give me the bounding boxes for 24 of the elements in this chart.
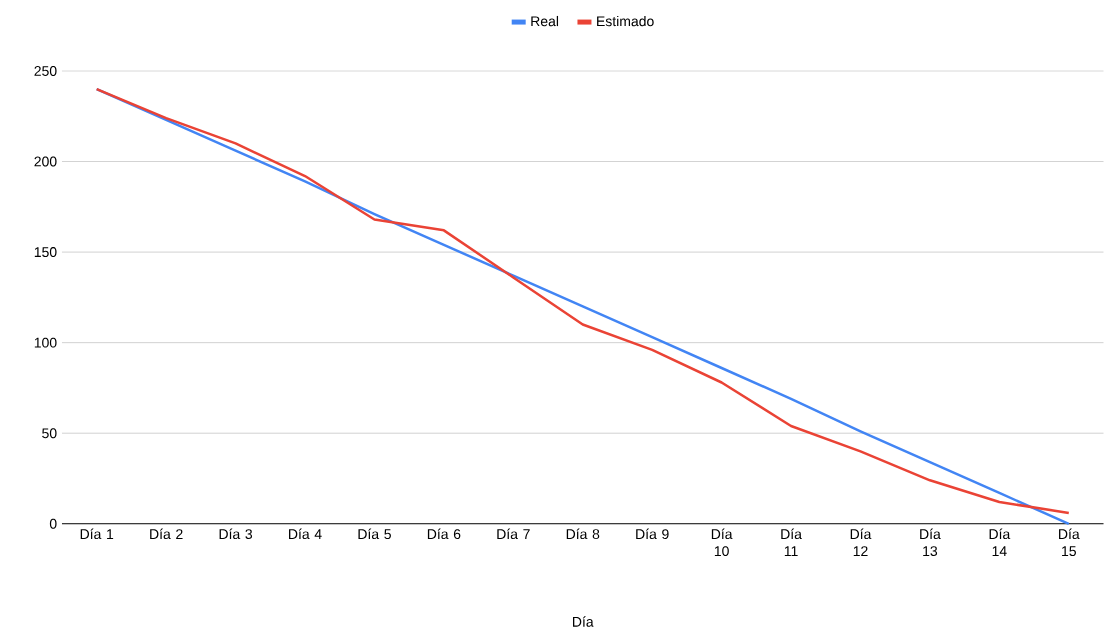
legend-label: Real <box>531 16 559 27</box>
x-tick-label: Día 6 <box>427 528 461 540</box>
x-tick-label: Día 7 <box>497 528 530 540</box>
x-tick-label: Día 3 <box>219 528 253 540</box>
legend-label: Estimado <box>597 16 654 27</box>
x-tick-label: Día 14 <box>989 528 1011 557</box>
x-tick-label: Día 2 <box>150 528 183 540</box>
x-tick-label: Día 13 <box>920 528 941 557</box>
y-tick-label: 0 <box>49 518 57 529</box>
x-tick-label: Día 4 <box>289 528 322 540</box>
y-tick-label: 150 <box>34 247 57 258</box>
x-tick-label: Día 9 <box>636 528 669 540</box>
y-tick-label: 250 <box>34 66 57 77</box>
y-tick-label: 100 <box>34 337 57 348</box>
y-tick-label: 50 <box>42 428 57 439</box>
x-axis-title: Día <box>573 616 594 627</box>
x-tick-label: Día 15 <box>1059 528 1080 557</box>
x-tick-label: Día 12 <box>850 528 872 557</box>
x-tick-label: Día 5 <box>358 528 391 540</box>
x-tick-label: Día 8 <box>566 528 600 540</box>
y-tick-label: 200 <box>34 156 57 167</box>
x-tick-label: Día 10 <box>711 528 733 557</box>
x-tick-label: Día 11 <box>781 528 802 557</box>
x-tick-label: Día 1 <box>80 528 114 540</box>
